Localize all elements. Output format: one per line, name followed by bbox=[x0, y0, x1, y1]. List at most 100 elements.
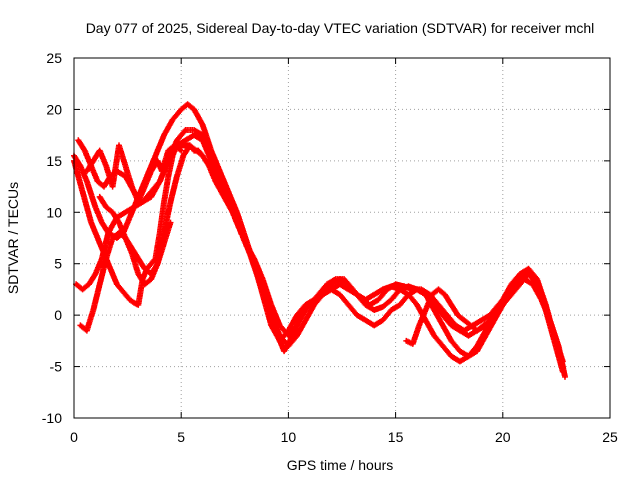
data-point bbox=[98, 282, 102, 286]
data-point bbox=[398, 303, 402, 307]
data-point bbox=[85, 329, 89, 332]
data-point bbox=[505, 293, 509, 296]
data-point bbox=[377, 298, 380, 302]
y-tick-label: 15 bbox=[46, 153, 62, 169]
data-point bbox=[117, 231, 121, 235]
data-point bbox=[136, 303, 140, 307]
data-point bbox=[209, 154, 213, 158]
data-point bbox=[156, 159, 160, 163]
data-point bbox=[85, 180, 89, 183]
x-tick-label: 15 bbox=[388, 429, 404, 445]
data-point bbox=[128, 216, 132, 219]
plot-frame bbox=[73, 57, 611, 419]
data-point bbox=[192, 149, 196, 153]
data-point bbox=[76, 174, 80, 178]
data-point bbox=[359, 298, 363, 302]
data-point bbox=[274, 329, 277, 332]
data-point bbox=[454, 324, 457, 327]
data-point bbox=[149, 272, 153, 276]
data-point bbox=[100, 221, 104, 225]
data-point bbox=[136, 272, 140, 276]
data-point bbox=[79, 164, 82, 168]
data-point bbox=[132, 301, 136, 305]
data-point bbox=[94, 205, 97, 209]
data-point bbox=[149, 169, 153, 173]
data-point bbox=[111, 185, 114, 189]
data-point bbox=[98, 195, 102, 199]
data-point bbox=[458, 349, 462, 353]
data-point bbox=[201, 133, 205, 137]
data-point bbox=[166, 149, 170, 153]
data-point bbox=[372, 293, 376, 296]
data-point bbox=[91, 159, 95, 163]
data-point bbox=[192, 108, 196, 111]
x-tick-label: 25 bbox=[602, 429, 618, 445]
data-point bbox=[462, 329, 466, 332]
data-point bbox=[162, 241, 166, 245]
data-point bbox=[188, 144, 192, 147]
x-tick-label: 20 bbox=[495, 429, 511, 445]
data-point bbox=[299, 313, 303, 317]
data-point bbox=[334, 277, 337, 281]
data-point bbox=[136, 200, 140, 204]
data-point bbox=[304, 318, 307, 322]
data-point bbox=[417, 324, 421, 327]
data-point bbox=[424, 308, 427, 312]
data-point bbox=[445, 313, 449, 317]
data-point bbox=[278, 324, 282, 327]
data-point bbox=[475, 329, 479, 332]
data-point bbox=[149, 277, 153, 281]
data-point bbox=[81, 190, 84, 194]
data-point bbox=[501, 303, 505, 307]
data-point bbox=[197, 149, 200, 153]
data-point bbox=[381, 305, 385, 309]
data-point bbox=[381, 318, 385, 322]
data-point bbox=[338, 293, 342, 296]
data-point bbox=[231, 210, 235, 214]
data-point bbox=[462, 318, 466, 322]
data-point bbox=[394, 282, 397, 286]
data-point bbox=[192, 128, 196, 132]
data-point bbox=[124, 293, 127, 296]
data-point bbox=[443, 293, 447, 296]
x-axis-label: GPS time / hours bbox=[287, 457, 394, 473]
data-point bbox=[385, 288, 389, 291]
data-point bbox=[248, 252, 252, 255]
data-point bbox=[192, 133, 196, 137]
data-point bbox=[184, 138, 187, 142]
data-point bbox=[149, 195, 153, 199]
y-tick-label: -5 bbox=[50, 359, 63, 375]
data-point bbox=[130, 246, 134, 250]
y-tick-label: 20 bbox=[46, 101, 62, 117]
data-point bbox=[184, 144, 187, 147]
data-point bbox=[351, 288, 355, 291]
series-track-8 bbox=[403, 286, 506, 347]
y-tick-label: 0 bbox=[54, 307, 62, 323]
data-point bbox=[76, 138, 80, 142]
data-point bbox=[175, 174, 179, 178]
data-point bbox=[467, 334, 470, 338]
data-point bbox=[186, 102, 190, 106]
data-point bbox=[79, 324, 82, 327]
data-point bbox=[495, 313, 498, 317]
data-point bbox=[102, 252, 106, 255]
data-point bbox=[222, 195, 226, 199]
data-point bbox=[419, 288, 423, 291]
data-point bbox=[469, 324, 472, 327]
data-point bbox=[527, 267, 530, 271]
data-point bbox=[143, 267, 147, 271]
data-point bbox=[372, 308, 376, 312]
data-point bbox=[106, 262, 110, 266]
data-point bbox=[124, 164, 127, 168]
data-point bbox=[449, 303, 453, 307]
x-tick-label: 10 bbox=[281, 429, 297, 445]
data-point bbox=[94, 231, 97, 235]
data-point bbox=[169, 221, 172, 225]
data-point bbox=[201, 154, 205, 158]
data-point bbox=[484, 334, 487, 338]
data-point bbox=[154, 154, 157, 158]
data-point bbox=[482, 324, 485, 327]
data-point bbox=[111, 210, 114, 214]
data-point bbox=[347, 303, 350, 307]
